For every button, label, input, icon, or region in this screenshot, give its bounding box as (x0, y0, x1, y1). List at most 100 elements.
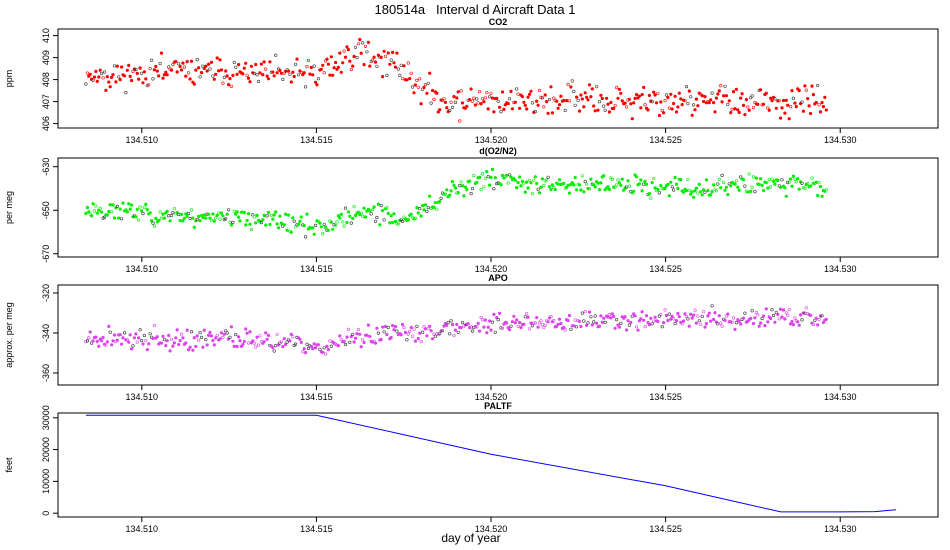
data-point (372, 55, 376, 59)
data-point (800, 181, 804, 185)
data-point (683, 312, 687, 316)
data-point (766, 106, 770, 110)
data-point (415, 78, 419, 82)
series-points (84, 304, 828, 356)
data-point (633, 314, 637, 318)
data-point (276, 226, 281, 230)
data-point (112, 216, 117, 220)
data-point (331, 227, 335, 231)
data-point (506, 101, 510, 106)
data-point (385, 206, 389, 210)
data-point (356, 42, 361, 46)
data-point (791, 96, 796, 100)
data-point (556, 182, 560, 186)
data-point (286, 69, 291, 73)
data-point (119, 65, 124, 69)
panel-title: PALTF (484, 401, 512, 411)
data-point (666, 318, 670, 323)
data-point (572, 89, 576, 94)
data-point (804, 88, 808, 92)
data-point (753, 190, 757, 194)
data-point (249, 228, 253, 232)
data-point (234, 212, 238, 216)
data-point (533, 175, 537, 179)
y-tick-label: 406 (41, 116, 51, 131)
data-point (603, 320, 607, 325)
data-point (202, 213, 206, 217)
data-point (683, 99, 687, 103)
x-tick-label: 134.520 (475, 524, 508, 534)
data-point (241, 342, 245, 347)
data-point (582, 105, 586, 109)
data-point (401, 76, 405, 81)
data-point (713, 311, 717, 315)
data-point (382, 330, 386, 334)
data-point (814, 180, 818, 184)
data-point (279, 71, 284, 75)
data-point (691, 103, 696, 107)
data-point (525, 180, 529, 184)
data-point (396, 67, 400, 71)
data-point (475, 325, 479, 329)
data-point (207, 333, 211, 338)
data-point (422, 208, 426, 212)
data-point (392, 61, 396, 65)
data-point (498, 311, 502, 315)
data-point (699, 190, 703, 194)
data-point (102, 215, 107, 219)
data-point (252, 215, 256, 219)
data-point (623, 101, 627, 105)
data-point (309, 65, 313, 70)
data-point (566, 82, 570, 86)
data-point (689, 192, 693, 196)
data-point (525, 312, 529, 316)
data-point (271, 346, 275, 350)
data-point (402, 326, 406, 330)
data-point (118, 77, 122, 82)
data-point (279, 221, 284, 225)
data-point (94, 204, 98, 208)
data-point (707, 311, 711, 315)
data-point (411, 85, 415, 89)
data-point (284, 69, 288, 73)
data-point (258, 71, 262, 75)
data-point (314, 223, 318, 227)
data-point (667, 194, 671, 198)
data-point (366, 40, 371, 45)
data-point (726, 312, 730, 316)
data-point (719, 186, 723, 190)
data-point (334, 60, 338, 65)
data-point (192, 336, 196, 340)
data-point (305, 212, 309, 216)
data-point (499, 183, 503, 187)
series-points (84, 37, 828, 123)
data-point (523, 315, 527, 319)
data-point (647, 323, 652, 327)
data-point (168, 349, 172, 353)
data-point (101, 335, 105, 340)
data-point (462, 194, 466, 198)
data-point (355, 55, 359, 60)
data-point (543, 93, 547, 97)
data-point (204, 338, 208, 342)
y-tick-label: 409 (41, 50, 51, 65)
data-point (680, 102, 684, 107)
data-point (597, 324, 602, 328)
data-point (254, 345, 258, 349)
data-point (141, 342, 145, 346)
data-point (453, 100, 458, 104)
data-point (747, 108, 751, 112)
data-point (198, 331, 202, 335)
data-point (112, 64, 117, 68)
data-point (234, 333, 238, 337)
data-point (624, 185, 629, 189)
data-point (569, 85, 573, 89)
data-point (142, 205, 146, 209)
data-point (557, 103, 562, 107)
data-point (244, 61, 248, 65)
data-point (523, 190, 527, 194)
data-point (777, 317, 781, 321)
data-point (590, 323, 594, 327)
data-point (105, 213, 109, 217)
data-point (460, 321, 465, 325)
